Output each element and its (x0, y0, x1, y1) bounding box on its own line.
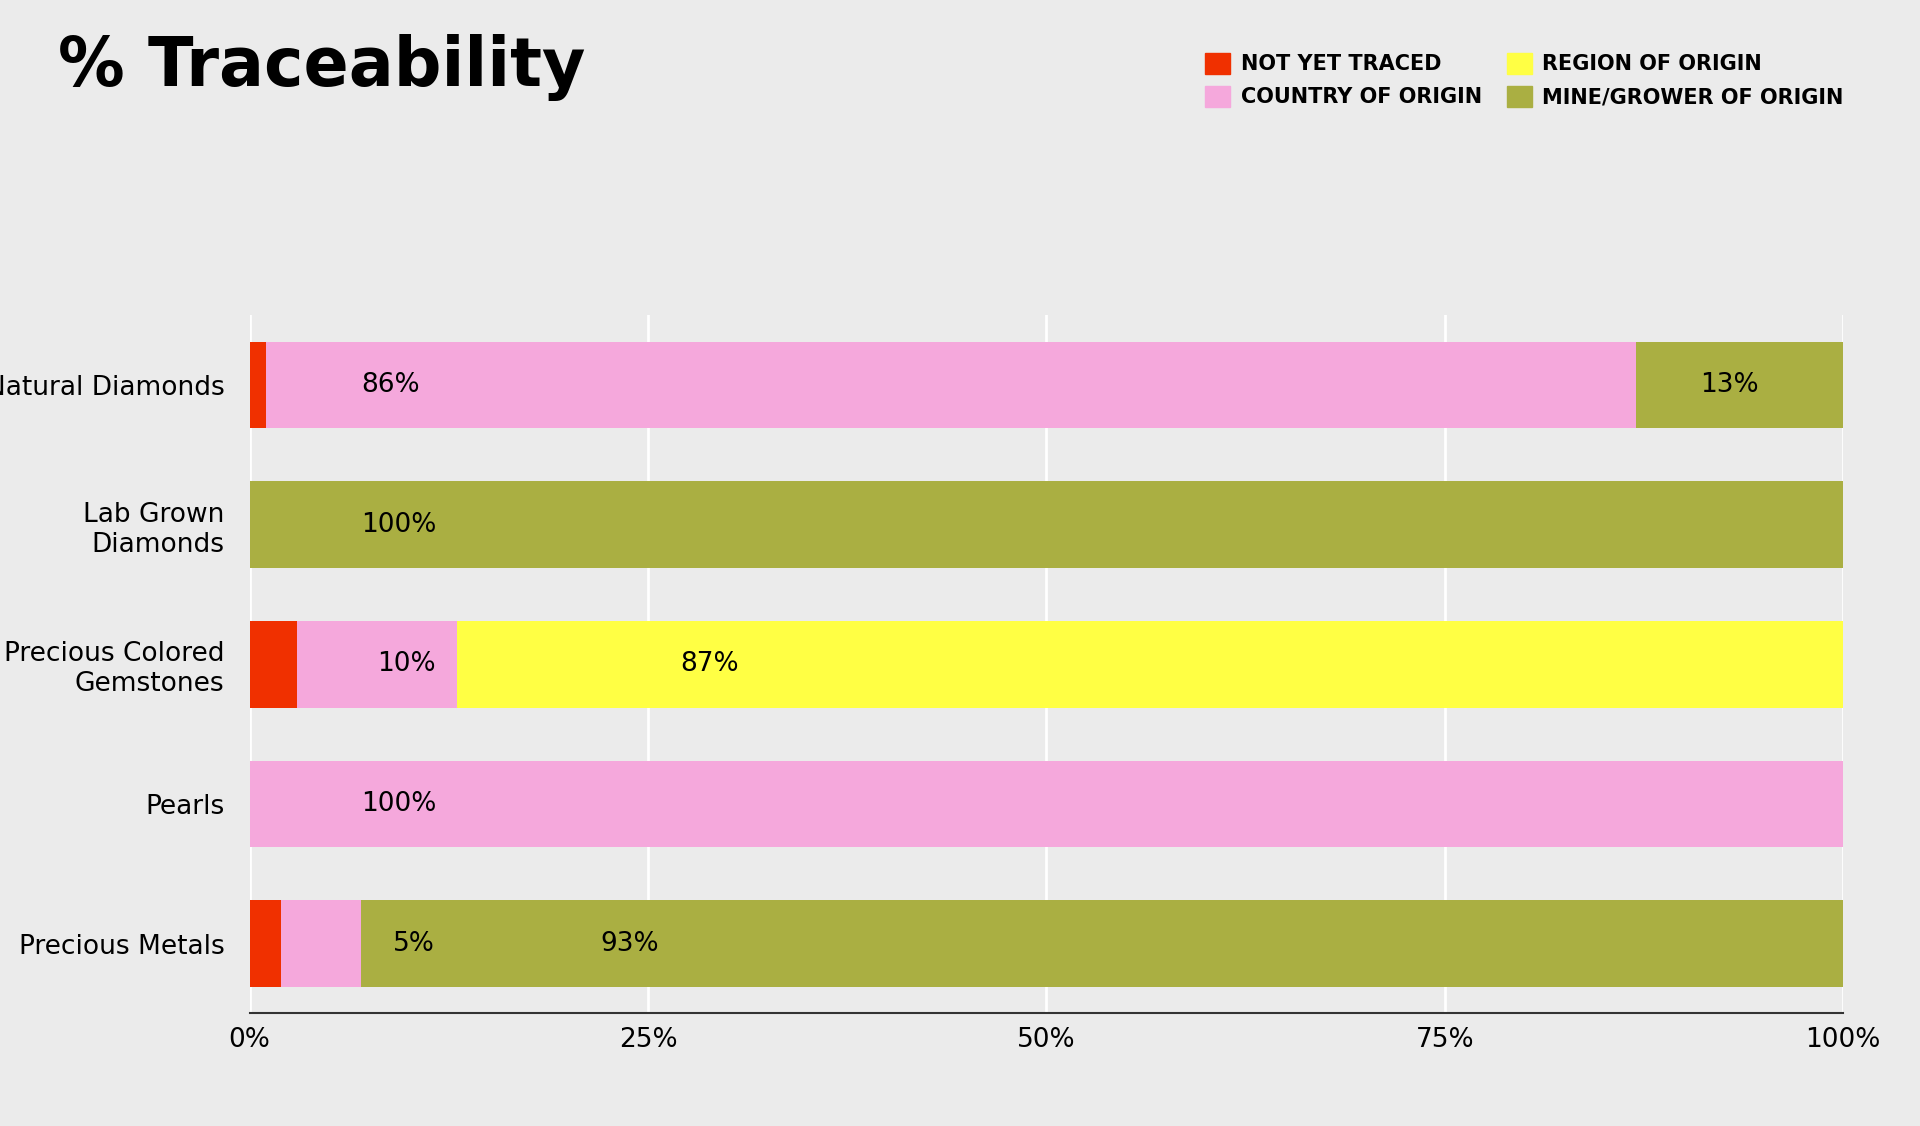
Text: 100%: 100% (361, 511, 436, 538)
Bar (1636, 342, 1843, 428)
Text: 93%: 93% (601, 930, 659, 957)
Text: 5%: 5% (394, 930, 436, 957)
Text: 86%: 86% (361, 372, 420, 399)
Bar (250, 622, 298, 707)
Bar (265, 342, 1636, 428)
Bar (457, 622, 1843, 707)
Text: 10%: 10% (376, 651, 436, 678)
Bar (298, 622, 457, 707)
Legend: NOT YET TRACED, COUNTRY OF ORIGIN, REGION OF ORIGIN, MINE/GROWER OF ORIGIN: NOT YET TRACED, COUNTRY OF ORIGIN, REGIO… (1196, 44, 1853, 116)
Text: 13%: 13% (1699, 372, 1759, 399)
Text: 87%: 87% (680, 651, 739, 678)
Bar (250, 342, 265, 428)
Bar (250, 761, 1843, 847)
Bar (250, 901, 282, 986)
Text: % Traceability: % Traceability (58, 34, 586, 101)
Bar (361, 901, 1843, 986)
Text: 100%: 100% (361, 790, 436, 817)
Bar (282, 901, 361, 986)
Bar (250, 482, 1843, 568)
